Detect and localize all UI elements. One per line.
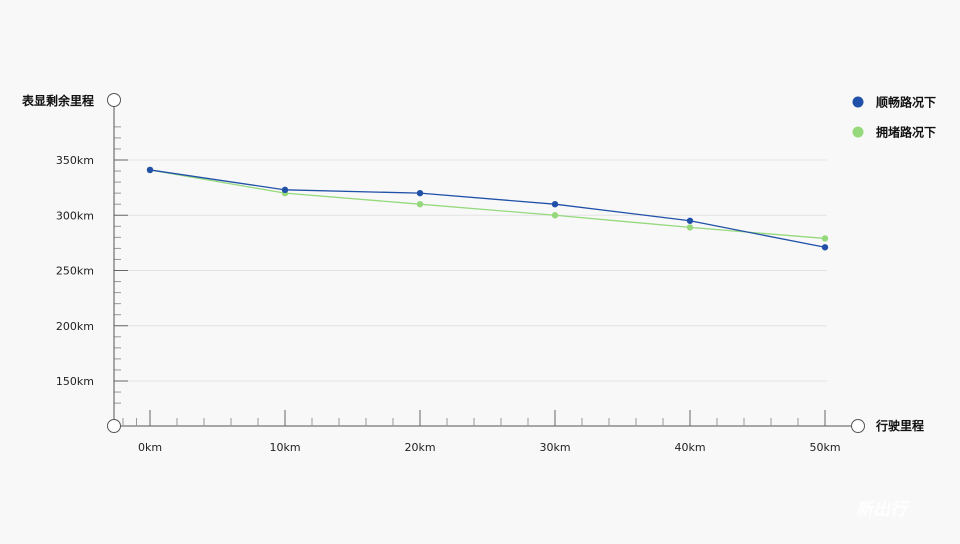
data-point-1-3 bbox=[551, 212, 559, 219]
watermark-logo: 新出行 bbox=[856, 500, 910, 520]
x-tick-label-50: 50km bbox=[809, 441, 840, 454]
x-axis-end-circle bbox=[851, 419, 865, 433]
series-line-1 bbox=[149, 169, 826, 240]
x-axis-title: 行驶里程 bbox=[875, 418, 924, 433]
y-axis-end-circle bbox=[107, 93, 121, 107]
y-tick-label-350: 350km bbox=[56, 154, 94, 167]
data-point-1-2 bbox=[416, 201, 424, 208]
x-tick-label-40: 40km bbox=[674, 441, 705, 454]
y-axis-title: 表显剩余里程 bbox=[21, 93, 94, 108]
legend-label-1: 拥堵路况下 bbox=[876, 125, 936, 140]
legend-marker-0 bbox=[852, 96, 864, 108]
data-point-1-5 bbox=[821, 235, 829, 242]
x-tick-label-30: 30km bbox=[539, 441, 570, 454]
x-tick-label-10: 10km bbox=[269, 441, 300, 454]
data-point-0-2 bbox=[416, 189, 424, 197]
data-point-0-4 bbox=[686, 217, 694, 224]
axes bbox=[107, 93, 865, 433]
origin-circle bbox=[107, 419, 121, 433]
y-tick-label-200: 200km bbox=[56, 320, 94, 333]
data-point-0-5 bbox=[821, 244, 829, 251]
y-tick-label-250: 250km bbox=[56, 265, 94, 278]
data-point-0-1 bbox=[281, 186, 289, 194]
x-tick-label-20: 20km bbox=[404, 441, 435, 454]
series-line-0 bbox=[149, 169, 826, 248]
data-point-0-3 bbox=[551, 201, 559, 208]
y-tick-label-300: 300km bbox=[56, 209, 94, 222]
y-tick-label-150: 150km bbox=[56, 375, 94, 388]
data-point-0-0 bbox=[146, 166, 154, 174]
legend-label-0: 顺畅路况下 bbox=[876, 95, 936, 110]
legend-marker-1 bbox=[852, 126, 864, 138]
data-point-1-4 bbox=[686, 224, 694, 231]
series-layer: 150km 200km 250km 300km 350km 0km 10km 20km 30km… bbox=[56, 154, 841, 454]
x-tick-label-0: 0km bbox=[138, 441, 162, 454]
gridlines bbox=[114, 159, 827, 382]
